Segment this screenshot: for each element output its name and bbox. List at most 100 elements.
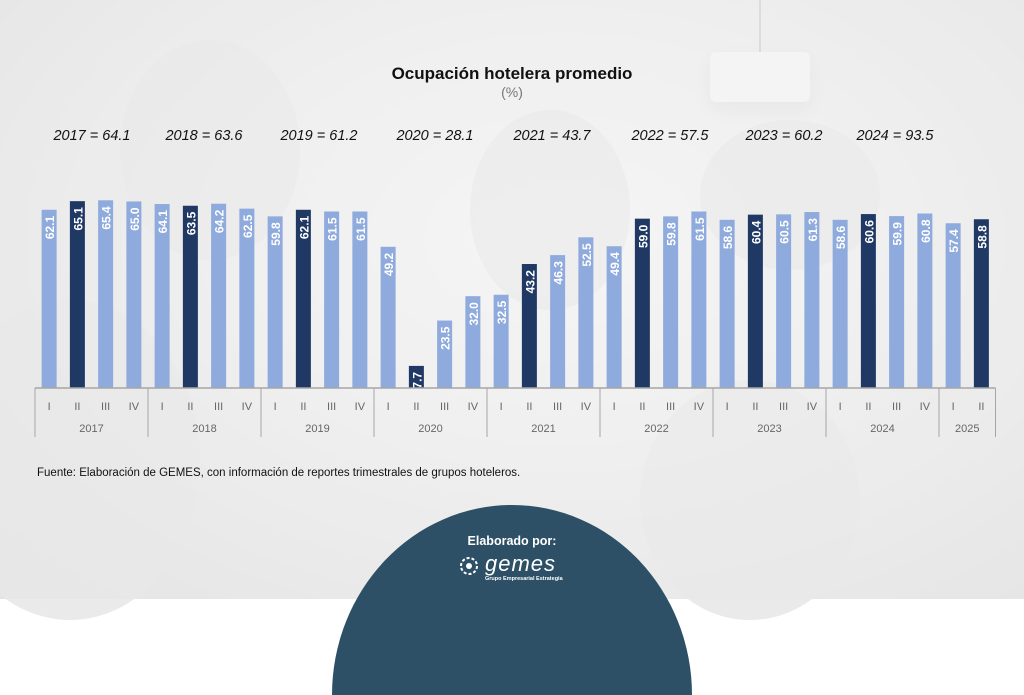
quarter-tick-label: IV [581,401,592,413]
bar [945,223,961,388]
bar [126,201,142,388]
bar [691,211,707,388]
bar [493,294,509,388]
bar-value-label: 59.0 [636,224,650,248]
bar [973,219,989,388]
bar [352,211,368,388]
bar-chart: 62.1I65.1II65.4III65.0IV64.1I63.5II64.2I… [34,200,996,437]
bar [776,214,792,388]
bar-value-label: 49.4 [608,252,622,276]
bar [889,216,905,388]
background-photo [0,0,1024,620]
quarter-tick-label: III [101,401,110,413]
bar-value-label: 65.0 [128,207,142,231]
bar [804,212,820,388]
bar-value-label: 60.4 [749,220,763,244]
quarter-tick-label: IV [920,401,931,413]
year-tick-label: 2022 [644,423,668,435]
bar [380,246,396,388]
bar [634,218,650,388]
bar [578,237,594,388]
bar [154,204,170,388]
bar [663,216,679,388]
quarter-tick-label: I [274,401,277,413]
logo-text: gemes [485,551,557,576]
year-tick-label: 2025 [955,423,979,435]
quarter-tick-label: IV [468,401,479,413]
year-tick-label: 2024 [870,423,894,435]
quarter-tick-label: III [892,401,901,413]
quarter-tick-label: IV [129,401,140,413]
bar-value-label: 59.8 [269,222,283,246]
quarter-tick-label: I [161,401,164,413]
year-average-label: 2022 = 57.5 [631,128,709,144]
bar [98,200,114,388]
bar-value-label: 61.5 [354,217,368,241]
bar [606,246,622,388]
year-average-label: 2018 = 63.6 [165,128,243,144]
bar [719,219,735,388]
bar-value-label: 65.4 [100,206,114,230]
bar-value-label: 60.6 [862,220,876,244]
bar [465,296,481,388]
quarter-tick-label: I [500,401,503,413]
quarter-tick-label: III [327,401,336,413]
year-tick-label: 2019 [305,423,329,435]
logo-subtext: Grupo Empresarial Estrategia [485,576,563,582]
bar-value-label: 59.9 [891,222,905,246]
bar [437,320,453,388]
bar-value-label: 61.3 [806,218,820,242]
source-note: Fuente: Elaboración de GEMES, con inform… [37,467,521,479]
bar-value-label: 58.8 [975,225,989,249]
quarter-tick-label: III [440,401,449,413]
bar [69,201,85,388]
year-average-label: 2023 = 60.2 [745,128,823,144]
year-tick-label: 2018 [192,423,216,435]
quarter-tick-label: II [865,401,871,413]
bar-value-label: 46.3 [552,261,566,285]
year-tick-label: 2017 [79,423,103,435]
bar-value-label: 65.1 [71,207,85,231]
bar-value-label: 60.8 [919,219,933,243]
quarter-tick-label: I [726,401,729,413]
chart-subtitle: (%) [501,84,523,100]
year-average-label: 2024 = 93.5 [856,128,934,144]
quarter-tick-label: III [553,401,562,413]
quarter-tick-label: II [639,401,645,413]
bar-value-label: 7.7 [410,372,424,389]
bar [550,255,566,388]
bar-value-label: 62.5 [241,214,255,238]
bar [239,208,255,388]
quarter-tick-label: II [300,401,306,413]
bar [267,216,283,388]
year-tick-label: 2021 [531,423,555,435]
quarter-tick-label: II [74,401,80,413]
bar-value-label: 64.2 [213,209,227,233]
quarter-tick-label: I [952,401,955,413]
quarter-tick-label: II [978,401,984,413]
bar [295,209,311,388]
quarter-tick-label: II [413,401,419,413]
bar [917,213,933,388]
quarter-tick-label: IV [355,401,366,413]
bar [211,203,227,388]
bar-value-label: 43.2 [523,270,537,294]
bar-value-label: 58.6 [834,225,848,249]
year-tick-label: 2020 [418,423,442,435]
bar [182,205,198,388]
quarter-tick-label: I [839,401,842,413]
quarter-tick-label: II [752,401,758,413]
bar-value-label: 62.1 [43,215,57,239]
quarter-tick-label: I [387,401,390,413]
bar [41,209,57,388]
quarter-tick-label: III [779,401,788,413]
bar-value-label: 58.6 [721,225,735,249]
chart-title: Ocupación hotelera promedio [391,64,633,83]
year-average-label: 2019 = 61.2 [280,128,358,144]
quarter-tick-label: III [214,401,223,413]
bar [408,365,424,388]
quarter-tick-label: IV [807,401,818,413]
quarter-tick-label: III [666,401,675,413]
bar-value-label: 61.5 [693,217,707,241]
bar [860,214,876,388]
